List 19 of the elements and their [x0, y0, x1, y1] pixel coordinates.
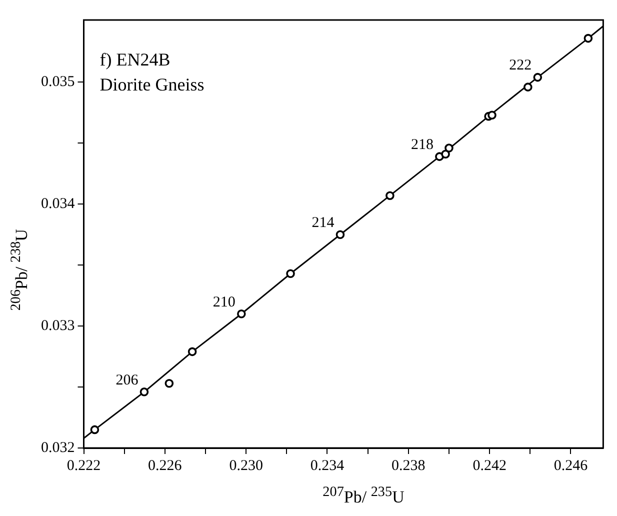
y-tick-label: 0.035 — [41, 74, 75, 90]
text: f) EN24B — [100, 50, 170, 70]
annotation: 218 — [410, 137, 434, 154]
x-tick-label: 0.230 — [229, 458, 263, 474]
x-tick-label: 0.226 — [148, 458, 182, 474]
annotation: 206 — [116, 372, 139, 388]
annotation: 222 — [509, 58, 532, 74]
annotation: 210 — [212, 294, 236, 310]
text: Diorite Gneiss — [100, 74, 204, 95]
x-tick-label: 0.234 — [310, 458, 345, 474]
x-tick-label: 0.246 — [554, 458, 588, 474]
y-tick-label: 0.033 — [41, 318, 75, 334]
x-axis-title: $^{207}$Pb/ $^{235}$U — [322, 484, 406, 508]
x-tick-label: 0.238 — [392, 458, 426, 474]
annotation: 214 — [312, 215, 335, 232]
y-tick-label: 0.032 — [41, 440, 75, 456]
x-tick-label: 0.242 — [472, 458, 506, 474]
y-tick-label: 0.034 — [41, 196, 76, 212]
x-tick-label: 0.222 — [66, 458, 101, 474]
